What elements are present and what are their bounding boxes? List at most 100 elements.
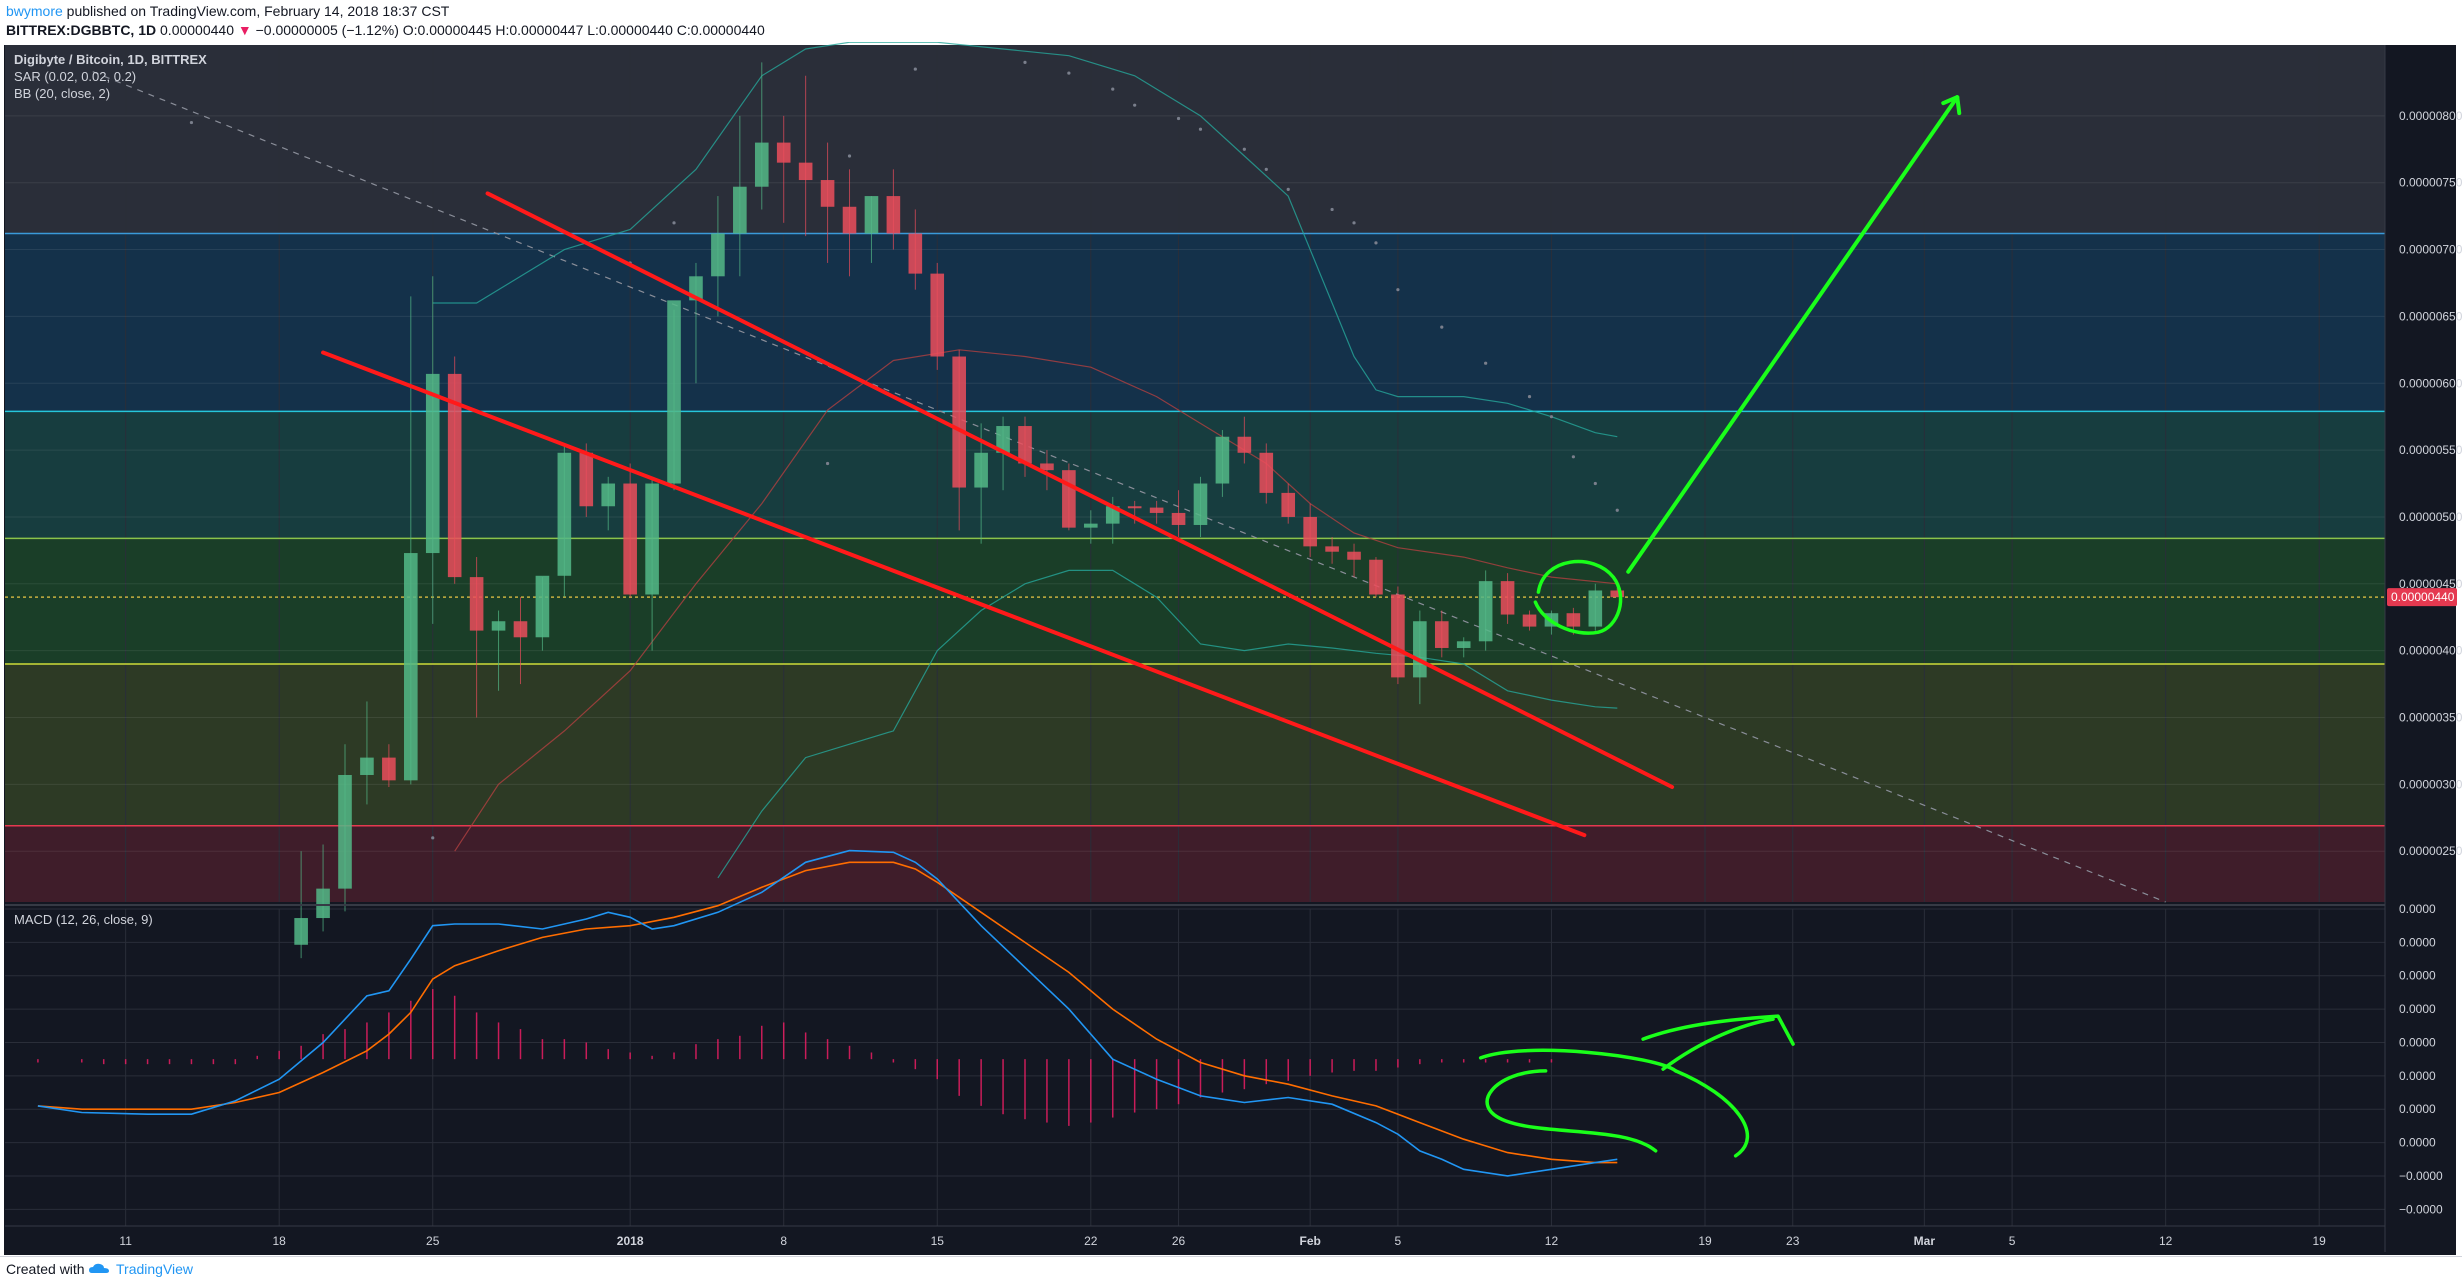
time-axis-label: 25	[426, 1234, 440, 1248]
candle-body[interactable]	[908, 233, 923, 274]
macd-signal-line[interactable]	[37, 861, 1618, 1164]
candle-body[interactable]	[1171, 512, 1186, 525]
candle-body[interactable]	[447, 373, 462, 578]
time-axis-label: Mar	[1914, 1234, 1936, 1248]
candle-body[interactable]	[952, 356, 966, 488]
candle-body[interactable]	[667, 300, 681, 484]
current-price-label: 0.00000440	[2391, 590, 2455, 604]
candle-body[interactable]	[1325, 546, 1339, 552]
candle-body[interactable]	[1500, 581, 1515, 615]
macd-line[interactable]	[37, 849, 1618, 1177]
candle-body[interactable]	[1610, 590, 1625, 598]
sar-dot	[672, 221, 676, 225]
chart-canvas[interactable]: 0.00000800 0.00000750 0.00000700 0.00000650…	[0, 42, 2462, 1256]
candle-body[interactable]	[294, 918, 308, 945]
candle-body[interactable]	[601, 483, 616, 507]
highlight-circle[interactable]	[1533, 559, 1623, 635]
price-axis-label: 0.00000650	[2399, 309, 2462, 323]
price-change: −0.00000005 (−1.12%)	[255, 22, 399, 38]
candle-body[interactable]	[1391, 594, 1405, 678]
candle-body[interactable]	[996, 426, 1010, 453]
candle-body[interactable]	[1413, 621, 1427, 678]
time-axis-label: 22	[1084, 1234, 1098, 1248]
candle-body[interactable]	[1369, 559, 1383, 595]
tradingview-brand-link[interactable]: TradingView	[116, 1261, 194, 1277]
candle-body[interactable]	[1259, 452, 1274, 493]
time-axis-label: 11	[119, 1234, 132, 1248]
candle-body[interactable]	[754, 142, 769, 187]
candle-body[interactable]	[1127, 506, 1142, 509]
candle-body[interactable]	[382, 757, 396, 781]
sar-dot	[913, 67, 917, 71]
author-link[interactable]: bwymore	[6, 3, 63, 19]
candle-body[interactable]	[733, 186, 747, 234]
candle-body[interactable]	[1237, 436, 1252, 453]
wedge-trendline[interactable]	[485, 191, 1675, 790]
candle-body[interactable]	[886, 196, 901, 234]
candle-body[interactable]	[338, 774, 352, 889]
candle-body[interactable]	[1149, 507, 1164, 513]
candle-body[interactable]	[579, 452, 594, 507]
candle-body[interactable]	[316, 888, 330, 919]
price-axis-label: 0.00000500	[2399, 510, 2462, 524]
candle-body[interactable]	[425, 373, 440, 554]
time-axis-label: 19	[1698, 1234, 1712, 1248]
sar-dot	[1593, 481, 1597, 486]
candle-body[interactable]	[1434, 621, 1449, 648]
candle-body[interactable]	[974, 452, 988, 488]
candle-body[interactable]	[1062, 470, 1076, 528]
dashed-trendline[interactable]	[92, 71, 2166, 903]
tradingview-logo-icon	[89, 1263, 109, 1273]
candle-body[interactable]	[930, 273, 945, 357]
price-axis-label: 0.00000350	[2399, 710, 2462, 724]
breakout-arrow[interactable]	[1626, 95, 1960, 574]
candle-body[interactable]	[711, 233, 725, 277]
candle-body[interactable]	[1281, 492, 1296, 517]
candle-body[interactable]	[645, 483, 659, 595]
macd-legend[interactable]: MACD (12, 26, close, 9)	[14, 912, 153, 927]
sar-dot	[1396, 288, 1400, 292]
candle-body[interactable]	[623, 483, 637, 595]
macd-cross-squiggle[interactable]	[1478, 1048, 1678, 1153]
macd-axis-label: 0.0000	[2399, 969, 2436, 983]
candle-body[interactable]	[360, 757, 374, 775]
bb-lower-band	[717, 569, 1618, 879]
sar-dot	[1527, 395, 1532, 399]
candle-body[interactable]	[1215, 436, 1230, 484]
candle-body[interactable]	[1347, 551, 1361, 560]
candle-body[interactable]	[864, 196, 879, 234]
bb-legend[interactable]: BB (20, close, 2)	[14, 86, 110, 101]
candle-body[interactable]	[535, 575, 550, 638]
price-axis-label: 0.00000600	[2399, 376, 2462, 390]
candle-body[interactable]	[469, 577, 484, 631]
macd-axis-label: 0.0000	[2399, 1102, 2436, 1116]
candle-body[interactable]	[820, 180, 835, 207]
candle-body[interactable]	[1303, 516, 1317, 547]
candle-body[interactable]	[1456, 641, 1471, 648]
candle-body[interactable]	[513, 621, 528, 638]
candle-body[interactable]	[1478, 581, 1493, 642]
candle-body[interactable]	[842, 206, 857, 234]
candle-body[interactable]	[557, 452, 572, 576]
candle-body[interactable]	[1084, 523, 1098, 528]
candle-body[interactable]	[1018, 426, 1032, 464]
sar-dot	[1484, 361, 1488, 365]
wedge-trendline[interactable]	[321, 350, 1587, 838]
candle-body[interactable]	[1588, 590, 1603, 627]
chart-area[interactable]: 0.00000800 0.00000750 0.00000700 0.00000650…	[0, 42, 2462, 1256]
candle-body[interactable]	[798, 162, 813, 181]
candle-body[interactable]	[776, 142, 791, 163]
candle-body[interactable]	[1522, 614, 1537, 627]
sar-dot	[1111, 87, 1115, 91]
macd-cross-squiggle[interactable]	[1673, 1069, 1749, 1158]
sar-dot	[1176, 116, 1181, 121]
candle-body[interactable]	[1193, 483, 1208, 525]
candle-body[interactable]	[1040, 463, 1054, 471]
candle-body[interactable]	[404, 553, 418, 781]
price-axis[interactable]	[2385, 45, 2456, 1255]
macd-up-arrow[interactable]	[1641, 1014, 1795, 1071]
candle-body[interactable]	[1566, 613, 1581, 627]
candle-body[interactable]	[491, 621, 506, 631]
sar-dot	[1286, 187, 1290, 191]
sar-legend[interactable]: SAR (0.02, 0.02, 0.2)	[14, 69, 136, 84]
